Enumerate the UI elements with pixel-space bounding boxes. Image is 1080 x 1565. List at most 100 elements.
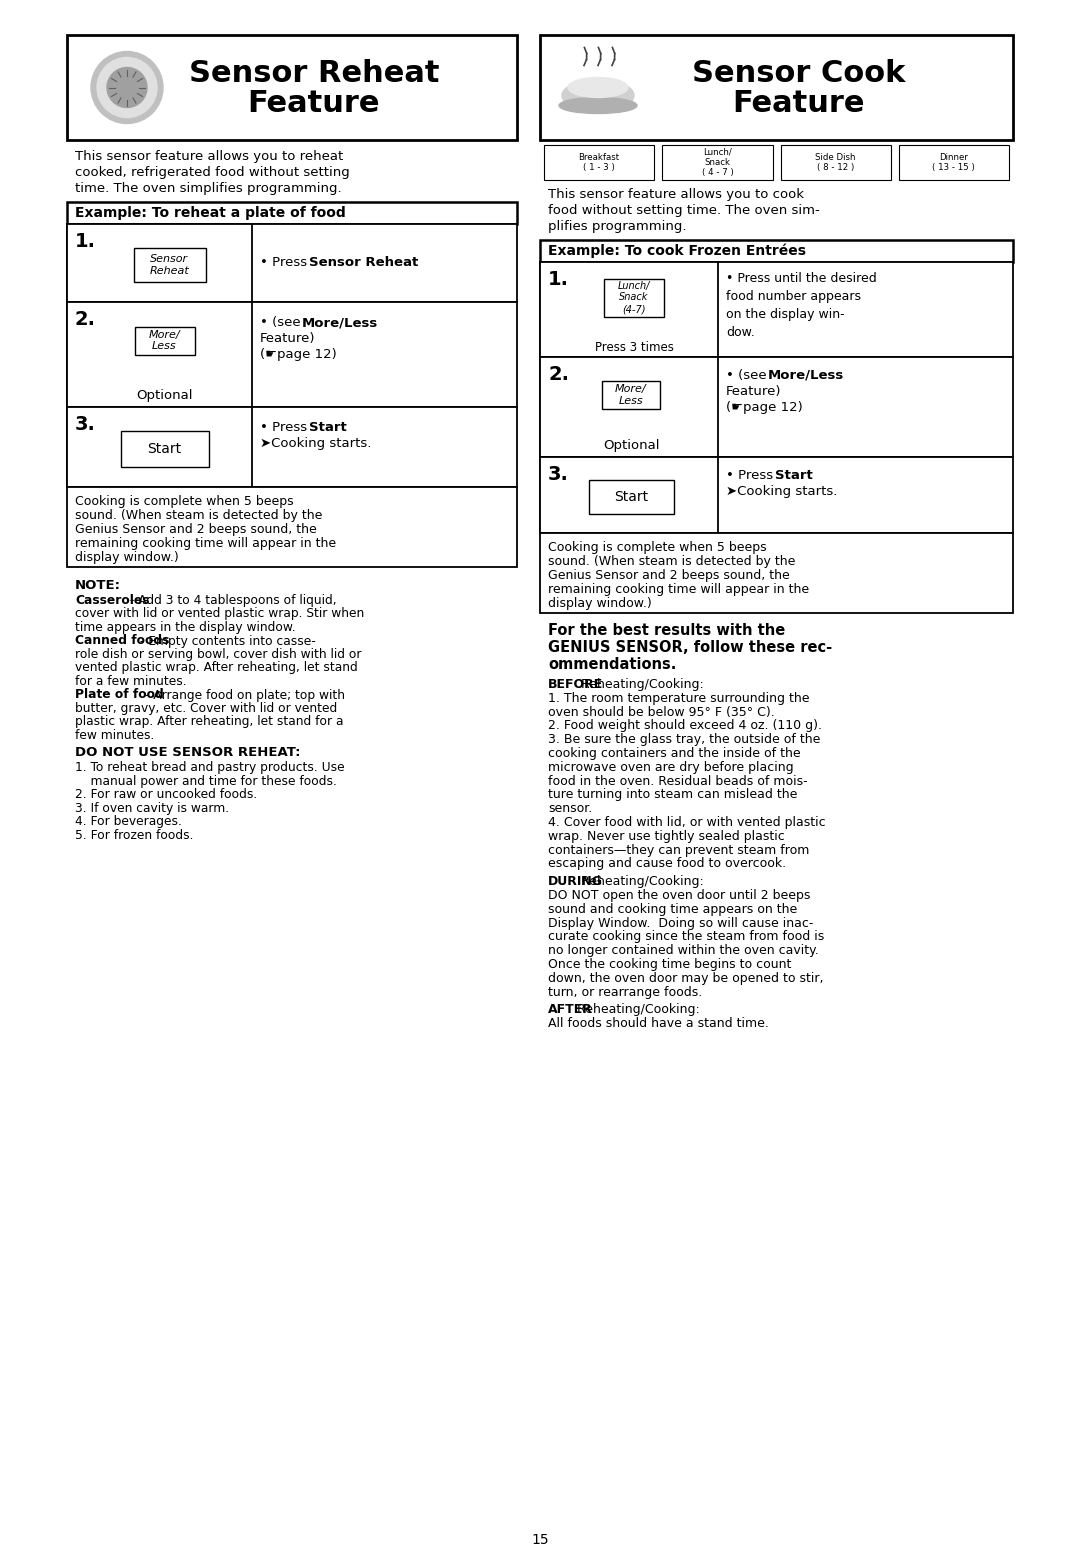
- Text: Genius Sensor and 2 beeps sound, the: Genius Sensor and 2 beeps sound, the: [75, 523, 316, 535]
- Text: Start: Start: [775, 470, 813, 482]
- Text: NOTE:: NOTE:: [75, 579, 121, 592]
- Text: remaining cooking time will appear in the: remaining cooking time will appear in th…: [75, 537, 336, 549]
- Text: All foods should have a stand time.: All foods should have a stand time.: [548, 1017, 769, 1030]
- Text: containers—they can prevent steam from: containers—they can prevent steam from: [548, 844, 809, 856]
- Bar: [604, 279, 664, 316]
- Text: ommendations.: ommendations.: [548, 657, 676, 671]
- Text: AFTER: AFTER: [548, 1003, 593, 1016]
- Text: • Press: • Press: [260, 257, 311, 269]
- Text: This sensor feature allows you to reheat: This sensor feature allows you to reheat: [75, 150, 343, 163]
- Text: BEFORE: BEFORE: [548, 678, 604, 692]
- Text: Example: To cook Frozen Entrées: Example: To cook Frozen Entrées: [548, 244, 806, 258]
- Text: food number appears: food number appears: [726, 290, 861, 304]
- Bar: [540, 261, 718, 357]
- Bar: [135, 327, 194, 355]
- Text: 2.: 2.: [75, 310, 96, 329]
- Text: This sensor feature allows you to cook: This sensor feature allows you to cook: [548, 188, 804, 200]
- Text: .: .: [415, 257, 419, 269]
- Bar: [67, 34, 517, 139]
- Bar: [602, 380, 660, 408]
- Text: Breakfast
( 1 - 3 ): Breakfast ( 1 - 3 ): [579, 153, 620, 172]
- Text: .: .: [808, 470, 812, 482]
- Text: cover with lid or vented plastic wrap. Stir when: cover with lid or vented plastic wrap. S…: [75, 607, 364, 620]
- Text: sensor.: sensor.: [548, 803, 592, 815]
- Text: 1.: 1.: [75, 232, 96, 250]
- Bar: [67, 202, 517, 224]
- Text: 3.: 3.: [548, 465, 569, 484]
- Text: 1. To reheat bread and pastry products. Use: 1. To reheat bread and pastry products. …: [75, 762, 345, 775]
- Text: oven should be below 95° F (35° C).: oven should be below 95° F (35° C).: [548, 706, 774, 718]
- Text: turn, or rearrange foods.: turn, or rearrange foods.: [548, 986, 702, 998]
- Text: Dinner
( 13 - 15 ): Dinner ( 13 - 15 ): [932, 153, 975, 172]
- Text: Sensor Reheat: Sensor Reheat: [309, 257, 418, 269]
- Bar: [67, 487, 517, 567]
- Text: 3. If oven cavity is warm.: 3. If oven cavity is warm.: [75, 801, 229, 815]
- Bar: [540, 457, 718, 534]
- Text: 2.: 2.: [548, 365, 569, 383]
- Text: Optional: Optional: [136, 390, 192, 402]
- Text: DO NOT open the oven door until 2 beeps: DO NOT open the oven door until 2 beeps: [548, 889, 810, 901]
- Text: manual power and time for these foods.: manual power and time for these foods.: [75, 775, 337, 789]
- Text: remaining cooking time will appear in the: remaining cooking time will appear in th…: [548, 584, 809, 596]
- Text: Feature): Feature): [260, 332, 315, 344]
- Text: Sensor
Reheat: Sensor Reheat: [150, 254, 189, 275]
- Text: for a few minutes.: for a few minutes.: [75, 675, 187, 689]
- Text: • (see: • (see: [726, 369, 771, 382]
- Text: ➤Cooking starts.: ➤Cooking starts.: [260, 437, 372, 451]
- Text: Feature): Feature): [726, 385, 782, 398]
- Text: Display Window.  Doing so will cause inac-: Display Window. Doing so will cause inac…: [548, 917, 813, 930]
- Text: Press 3 times: Press 3 times: [595, 341, 674, 354]
- Text: For the best results with the: For the best results with the: [548, 623, 785, 639]
- Bar: [662, 146, 772, 180]
- Text: Feature: Feature: [732, 89, 865, 117]
- Bar: [121, 430, 208, 466]
- Bar: [67, 407, 252, 487]
- Text: Sensor Cook: Sensor Cook: [692, 59, 905, 88]
- Bar: [589, 480, 674, 513]
- Text: plifies programming.: plifies programming.: [548, 221, 687, 233]
- Text: sound. (When steam is detected by the: sound. (When steam is detected by the: [548, 556, 795, 568]
- Bar: [67, 302, 252, 407]
- Text: Start: Start: [309, 421, 347, 434]
- Text: plastic wrap. After reheating, let stand for a: plastic wrap. After reheating, let stand…: [75, 715, 343, 728]
- Text: (☛page 12): (☛page 12): [726, 401, 802, 415]
- Text: - Add 3 to 4 tablespoons of liquid,: - Add 3 to 4 tablespoons of liquid,: [126, 595, 337, 607]
- Text: (☛page 12): (☛page 12): [260, 347, 337, 362]
- Text: 5. For frozen foods.: 5. For frozen foods.: [75, 829, 193, 842]
- Text: cooked, refrigerated food without setting: cooked, refrigerated food without settin…: [75, 166, 350, 178]
- Text: Reheating/Cooking:: Reheating/Cooking:: [578, 678, 704, 692]
- Text: role dish or serving bowl, cover dish with lid or: role dish or serving bowl, cover dish wi…: [75, 648, 362, 660]
- Circle shape: [97, 58, 157, 117]
- Text: food in the oven. Residual beads of mois-: food in the oven. Residual beads of mois…: [548, 775, 808, 787]
- Text: 4. Cover food with lid, or with vented plastic: 4. Cover food with lid, or with vented p…: [548, 815, 825, 829]
- Text: More/Less: More/Less: [768, 369, 845, 382]
- Bar: [781, 146, 891, 180]
- Text: 3.: 3.: [75, 415, 96, 434]
- Bar: [540, 534, 1013, 613]
- Bar: [67, 224, 517, 302]
- Bar: [899, 146, 1009, 180]
- Text: curate cooking since the steam from food is: curate cooking since the steam from food…: [548, 931, 824, 944]
- Text: • Press: • Press: [726, 470, 778, 482]
- Bar: [540, 357, 1013, 457]
- Text: Feature: Feature: [247, 89, 380, 117]
- Text: Sensor Reheat: Sensor Reheat: [189, 59, 440, 88]
- Text: butter, gravy, etc. Cover with lid or vented: butter, gravy, etc. Cover with lid or ve…: [75, 703, 337, 715]
- Circle shape: [107, 67, 147, 108]
- Text: cooking containers and the inside of the: cooking containers and the inside of the: [548, 747, 800, 761]
- Text: time appears in the display window.: time appears in the display window.: [75, 621, 296, 634]
- Text: escaping and cause food to overcook.: escaping and cause food to overcook.: [548, 858, 786, 870]
- Text: Side Dish
( 8 - 12 ): Side Dish ( 8 - 12 ): [815, 153, 855, 172]
- Text: More/Less: More/Less: [302, 316, 378, 329]
- Text: wrap. Never use tightly sealed plastic: wrap. Never use tightly sealed plastic: [548, 829, 785, 844]
- Text: .: .: [342, 421, 346, 434]
- Bar: [67, 407, 517, 487]
- Text: Lunch/
Snack
( 4 - 7 ): Lunch/ Snack ( 4 - 7 ): [702, 149, 733, 177]
- Text: time. The oven simplifies programming.: time. The oven simplifies programming.: [75, 182, 341, 196]
- Text: DURING: DURING: [548, 875, 603, 889]
- Text: food without setting time. The oven sim-: food without setting time. The oven sim-: [548, 203, 820, 218]
- Text: display window.): display window.): [548, 596, 651, 610]
- Text: 2. For raw or uncooked foods.: 2. For raw or uncooked foods.: [75, 789, 257, 801]
- Ellipse shape: [559, 97, 637, 114]
- Ellipse shape: [562, 80, 634, 111]
